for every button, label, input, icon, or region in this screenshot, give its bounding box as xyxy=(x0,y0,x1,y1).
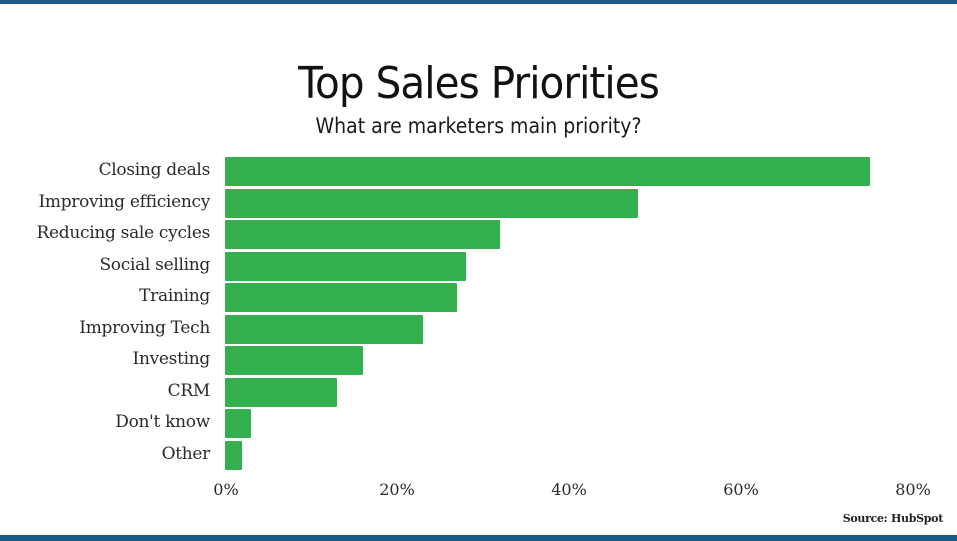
category-label: Investing xyxy=(132,349,211,369)
bar-row: Closing deals xyxy=(0,157,957,186)
bar xyxy=(225,409,251,438)
bar xyxy=(225,283,458,312)
bar xyxy=(225,346,363,375)
bar-row: Don't know xyxy=(0,409,957,438)
category-label: Reducing sale cycles xyxy=(36,223,210,243)
category-label: CRM xyxy=(167,381,211,401)
bar-row: Reducing sale cycles xyxy=(0,220,957,249)
category-label: Improving Tech xyxy=(79,318,210,338)
x-tick-label: 20% xyxy=(379,480,415,499)
bar xyxy=(225,252,466,281)
chart-title: Top Sales Priorities xyxy=(298,58,660,109)
category-label: Don't know xyxy=(115,412,210,432)
category-label: Improving efficiency xyxy=(38,192,210,212)
category-label: Social selling xyxy=(99,255,210,275)
bar-row: Improving efficiency xyxy=(0,189,957,218)
bar-row: Investing xyxy=(0,346,957,375)
bar xyxy=(225,441,243,470)
bar-row: Improving Tech xyxy=(0,315,957,344)
bar xyxy=(225,157,870,186)
bar xyxy=(225,378,337,407)
bar-row: Training xyxy=(0,283,957,312)
bar-row: Social selling xyxy=(0,252,957,281)
category-label: Closing deals xyxy=(98,160,211,180)
x-tick-label: 40% xyxy=(551,480,587,499)
bottom-border xyxy=(0,535,957,541)
source-note: Source: HubSpot xyxy=(842,512,944,525)
x-tick-label: 80% xyxy=(895,480,931,499)
bar xyxy=(225,315,423,344)
top-border xyxy=(0,0,957,4)
category-label: Training xyxy=(139,286,210,306)
x-tick-label: 0% xyxy=(213,480,239,499)
bar-row: Other xyxy=(0,441,957,470)
bar xyxy=(225,220,501,249)
category-label: Other xyxy=(161,444,211,464)
chart-subtitle: What are marketers main priority? xyxy=(315,114,642,138)
bar xyxy=(225,189,638,218)
x-tick-label: 60% xyxy=(723,480,759,499)
bar-row: CRM xyxy=(0,378,957,407)
